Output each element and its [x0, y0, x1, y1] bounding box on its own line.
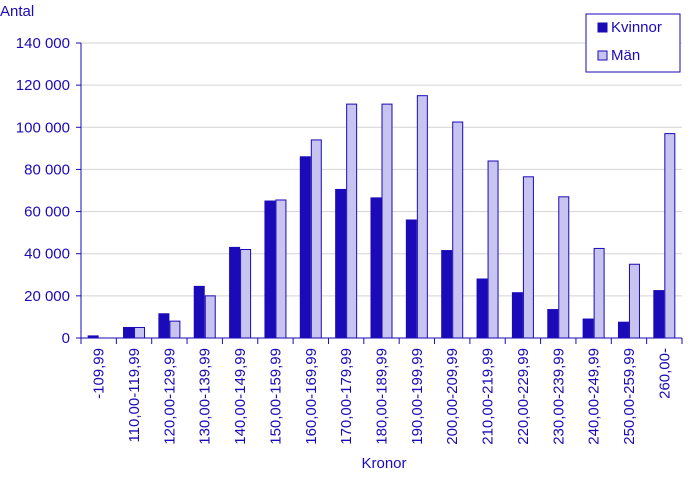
x-tick-label: 170,00-179,99 — [338, 348, 355, 445]
y-tick-label: 40 000 — [24, 246, 70, 263]
x-tick-label: 140,00-149,99 — [232, 348, 249, 445]
legend-swatch-man — [597, 50, 608, 61]
bar-kvinnor — [229, 246, 241, 339]
bar-kvinnor — [158, 313, 170, 339]
bar-kvinnor — [617, 321, 629, 339]
x-tick-label: 220,00-229,99 — [515, 348, 532, 445]
bar-man — [169, 320, 181, 339]
bar-kvinnor — [441, 250, 453, 339]
bar-kvinnor — [335, 188, 347, 339]
bar-man — [522, 176, 534, 339]
bar-kvinnor — [476, 278, 488, 339]
x-tick-label: 230,00-239,99 — [550, 348, 567, 445]
bar-man — [240, 249, 252, 339]
bar-kvinnor — [547, 309, 559, 339]
bar-kvinnor — [511, 292, 523, 339]
bar-kvinnor — [193, 285, 205, 339]
bar-man — [134, 326, 146, 339]
y-tick-label: 20 000 — [24, 288, 70, 305]
x-tick-label: 210,00-219,99 — [480, 348, 497, 445]
x-tick-label: 150,00-159,99 — [267, 348, 284, 445]
x-tick-label: 120,00-129,99 — [161, 348, 178, 445]
x-tick-label: 200,00-209,99 — [444, 348, 461, 445]
x-tick-label: 110,00-119,99 — [126, 348, 143, 443]
bar-kvinnor — [582, 318, 594, 339]
bar-man — [593, 247, 605, 339]
bar-kvinnor — [123, 326, 135, 339]
bar-kvinnor — [405, 219, 417, 339]
bar-man — [558, 196, 570, 339]
y-tick-label: 60 000 — [24, 204, 70, 221]
x-tick-label: 250,00-259,99 — [621, 348, 638, 445]
bar-kvinnor — [299, 156, 311, 339]
y-tick-label: 0 — [62, 330, 70, 347]
legend-label-man: Män — [611, 47, 640, 64]
bar-man — [487, 160, 499, 339]
legend-label-kvinnor: Kvinnor — [611, 19, 662, 36]
axes: 0 20 000 40 000 60 000 80 000 100 000 120 000 1… — [16, 35, 683, 445]
x-axis-label: Kronor — [361, 455, 406, 472]
bar-kvinnor — [653, 290, 665, 339]
bar-man — [346, 103, 358, 339]
bar-man — [628, 263, 640, 339]
bar-kvinnor — [370, 197, 382, 339]
bar-man — [275, 199, 287, 339]
x-tick-label: 240,00-249,99 — [586, 348, 603, 445]
bar-kvinnor — [264, 200, 276, 339]
bar-man — [664, 133, 676, 339]
y-tick-label: 120 000 — [16, 77, 70, 94]
x-tick-label: 130,00-139,99 — [197, 348, 214, 445]
bar-man — [416, 95, 428, 339]
y-axis-label: Antal — [0, 3, 34, 20]
y-tick-label: 100 000 — [16, 119, 70, 136]
x-tick-label: 190,00-199,99 — [409, 348, 426, 445]
x-tick-label: -109,99 — [91, 348, 108, 399]
bars — [87, 95, 676, 339]
bar-man — [204, 295, 216, 339]
y-tick-label: 140 000 — [16, 35, 70, 52]
legend: Kvinnor Män — [585, 13, 681, 73]
x-tick-label: 160,00-169,99 — [303, 348, 320, 445]
bar-man — [310, 139, 322, 339]
x-tick-label: 260,00- — [656, 348, 673, 399]
y-tick-label: 80 000 — [24, 161, 70, 178]
bar-man — [381, 103, 393, 339]
bar-man — [452, 121, 464, 339]
legend-swatch-kvinnor — [597, 22, 608, 33]
x-tick-label: 180,00-189,99 — [374, 348, 391, 445]
